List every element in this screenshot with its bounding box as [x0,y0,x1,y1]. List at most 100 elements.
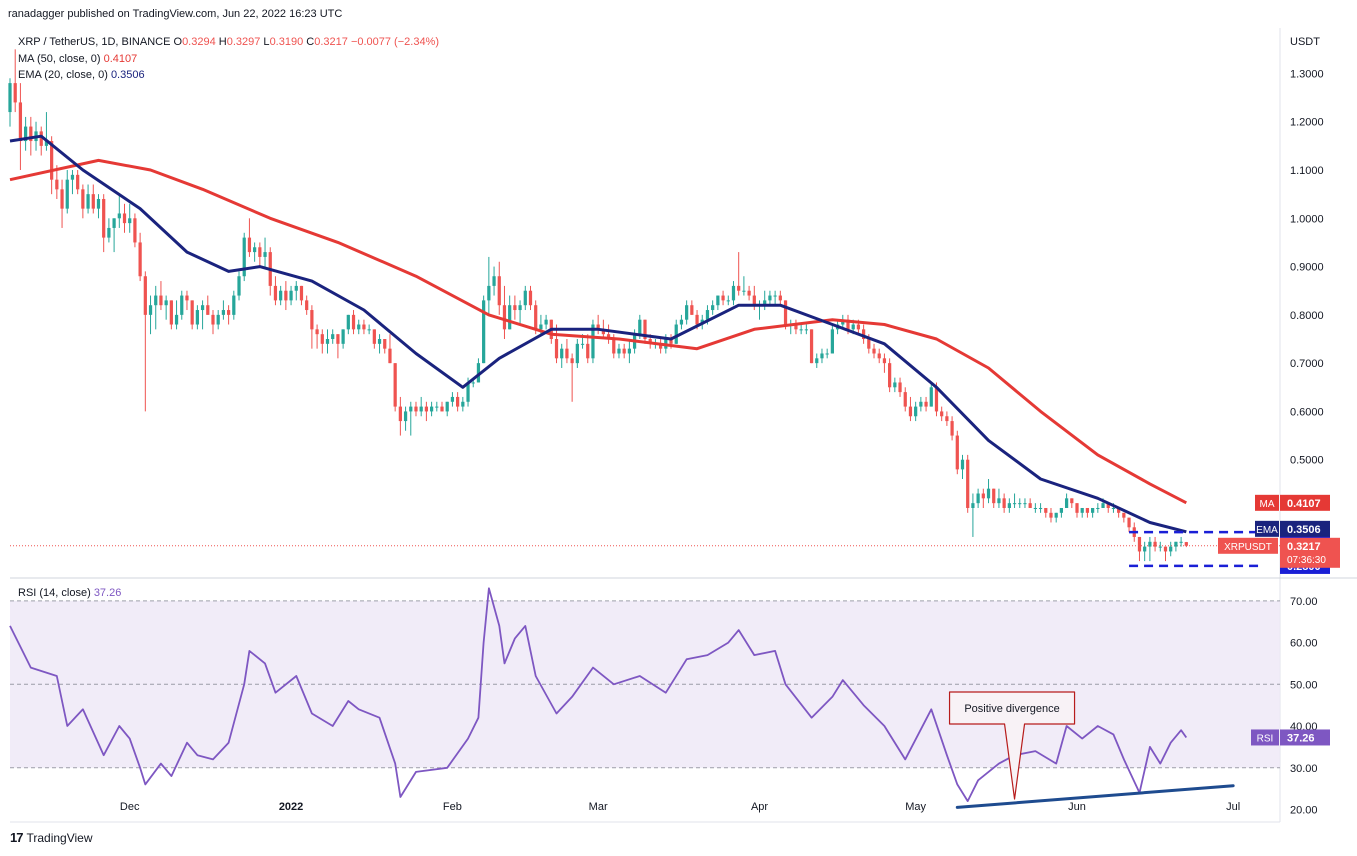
candle-body [221,310,226,315]
candle-body [934,387,939,412]
ma-legend-value: 0.4107 [103,53,138,65]
candle-body [1023,503,1027,505]
candle-body [820,353,824,359]
candle-body [1075,503,1079,513]
time-tick-label: Feb [443,801,462,813]
candle-body [414,406,418,412]
candle-body [1091,507,1095,513]
ohlc-value-o: 0.3294 [182,36,216,48]
ohlc-key-c: C [303,36,315,48]
candle-body [888,363,892,388]
rsi-tag-value-box [1280,729,1330,746]
rsi-tick-label: 60.00 [1290,638,1318,650]
tradingview-brand: 17 TradingView [10,830,93,845]
candle-body [560,348,564,359]
candle-body [424,406,429,412]
candle-body [122,213,127,224]
candle-body [299,285,304,301]
rsi-tag-name-box [1251,729,1279,746]
candle-body [679,319,684,325]
candle-body [804,329,808,331]
candle-body [690,305,694,315]
price-tick-label: 1.2000 [1290,117,1324,129]
publisher-line: ranadagger published on TradingView.com,… [8,8,343,20]
candle-body [1153,541,1157,547]
candle-body [674,324,678,344]
candle-body [294,285,298,291]
candle-body [638,319,642,335]
candle-body [606,334,611,340]
candle-body [357,324,361,330]
candle-body [216,314,220,325]
candle-body [44,141,49,146]
ma50-line [9,158,1187,505]
candle-body [383,339,387,349]
candle-body [898,382,902,393]
candle-body [731,285,736,301]
ma-legend: MA (50, close, 0) 0.4107 [18,53,137,65]
ma-legend-label: MA (50, close, 0) [18,53,101,65]
candle-body [1101,503,1105,508]
price-tick-label: 0.8000 [1290,310,1324,322]
rsi-legend-value: 37.26 [93,587,122,599]
candle-body [206,305,210,315]
candle-body [65,179,69,209]
candle-body [867,339,871,349]
candle-body [534,305,538,330]
last-price-value: 0.3217 [1287,541,1321,553]
candle-body [685,305,689,320]
candle-body [992,488,996,504]
candle-body [508,305,512,330]
candle-body [528,290,533,306]
candle-body [1038,507,1043,509]
price-tick-label: 1.1000 [1290,165,1324,177]
ema20-line [9,134,1187,534]
candle-body [29,126,33,142]
candle-body [336,334,340,344]
candle-body [591,324,595,359]
candle-body [195,310,199,325]
candle-body [1163,546,1168,552]
time-tick-label: Apr [751,801,768,813]
candle-body [1064,498,1069,508]
ohlc-key-o: O [173,36,183,48]
ohlc-value-c: 0.3217 [314,36,348,48]
candle-body [1106,503,1110,508]
candle-body [466,382,470,402]
candle-body [456,396,460,407]
ema-legend-value: 0.3506 [110,69,145,81]
symbol-name: XRP / TetherUS, 1D, BINANCE [18,36,171,48]
candle-body [263,252,267,257]
candle-body [320,334,324,344]
candle-body [154,295,158,306]
candle-body [544,319,548,325]
candle-body [50,141,54,180]
candle-body [315,329,319,335]
rsi-legend: RSI (14, close) 37.26 [18,587,121,599]
candle-body [1143,546,1147,552]
price-tick-label: 0.6000 [1290,406,1324,418]
candle-body [1158,546,1162,548]
time-tick-label: May [905,801,926,813]
candle-body [1127,517,1131,528]
candle-body [393,363,397,407]
candle-body [830,329,834,354]
last-symbol-box [1218,537,1278,554]
candle-body [1148,541,1152,547]
candle-body [117,213,121,219]
candle-body [747,290,751,296]
candle-body [914,406,918,417]
last-price-box [1280,537,1340,568]
candle-body [851,324,855,330]
candle-body [893,382,897,388]
candle-body [247,237,252,253]
rsi-tick-label: 30.00 [1290,763,1318,775]
time-tick-label: Jul [1226,801,1240,813]
candle-body [1070,498,1074,504]
candle-body [419,406,423,412]
candle-body [539,324,543,330]
candle-body [341,329,345,344]
candle-body [1018,503,1022,505]
ema-tag-value: 0.3506 [1287,524,1321,536]
